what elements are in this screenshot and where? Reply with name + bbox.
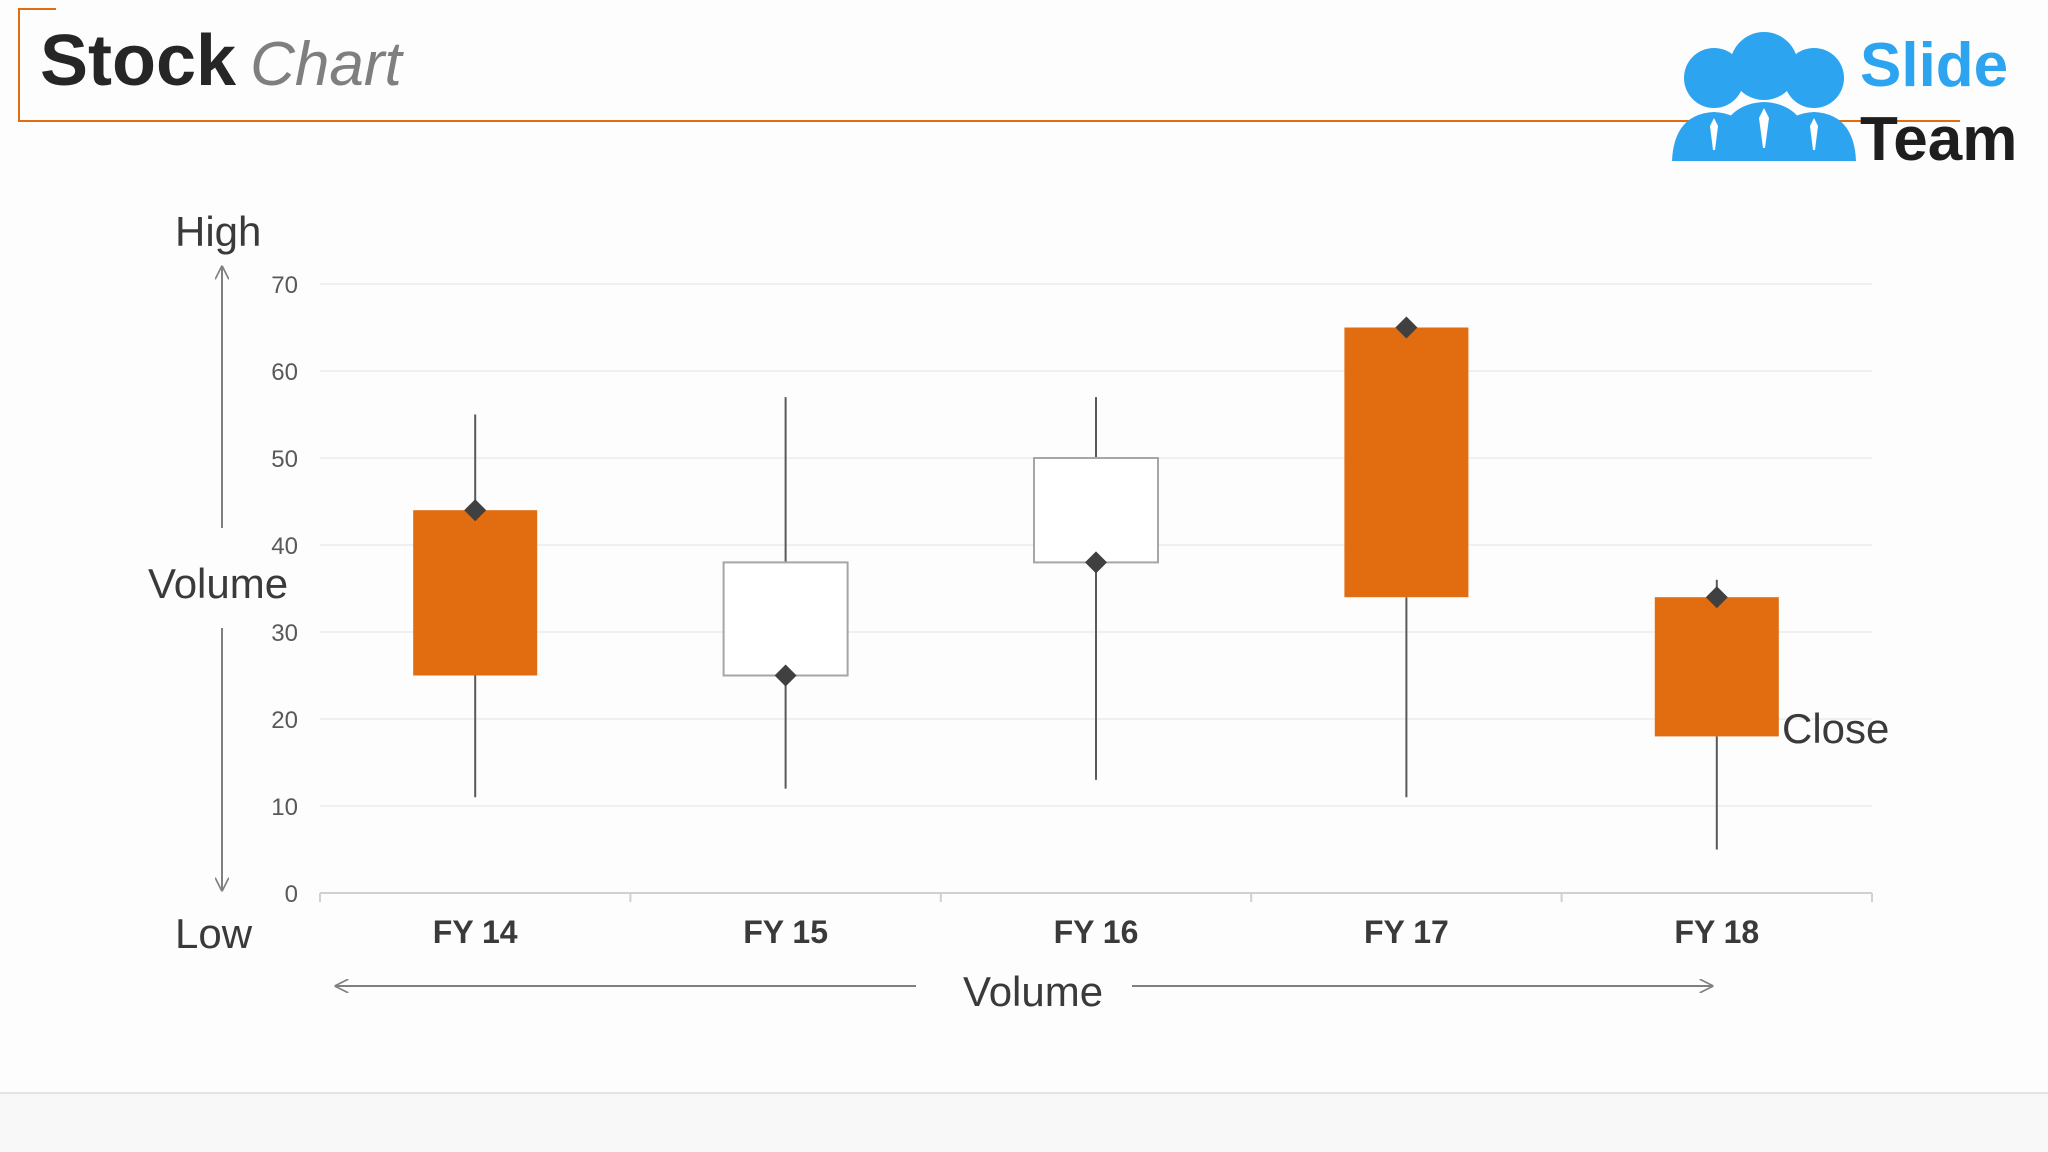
title-bold: Stock [40, 21, 237, 101]
footer-divider [0, 1092, 2048, 1094]
candle-body [722, 561, 849, 677]
logo-text-team: Team [1860, 105, 2018, 174]
y-tick-label: 30 [271, 620, 298, 647]
title-light: Chart [250, 30, 402, 99]
close-marker [1705, 586, 1728, 609]
y-tick-label: 20 [271, 707, 298, 734]
label-volume-vertical: Volume [148, 560, 289, 607]
x-tick-label: FY 14 [433, 914, 518, 950]
title-bracket [18, 8, 1960, 122]
candle-body [1033, 457, 1159, 564]
label-high: High [175, 208, 262, 255]
x-tick-label: FY 17 [1364, 914, 1449, 950]
page-title: Stock Chart [40, 16, 402, 110]
x-tick-label: FY 18 [1674, 914, 1759, 950]
candle-body [413, 510, 538, 676]
label-low: Low [175, 910, 253, 957]
label-volume-horizontal: Volume [963, 968, 1104, 1015]
annotation-arrows [222, 267, 1712, 986]
candles [413, 316, 1779, 850]
candle-body [1654, 597, 1779, 737]
y-tick-label: 70 [271, 272, 298, 299]
candle-body [1344, 327, 1469, 598]
close-marker [1395, 316, 1418, 339]
y-tick-label: 10 [271, 794, 298, 821]
close-marker [1085, 551, 1107, 574]
axes: 0 10 20 30 40 50 60 70 FY 14 FY 15 FY 16 FY 17 FY 18 [271, 272, 1873, 950]
y-tick-label: 60 [271, 359, 298, 386]
x-tick-label: FY 15 [743, 914, 828, 950]
y-tick-label: 0 [285, 881, 298, 908]
x-tick-label: FY 16 [1054, 914, 1139, 950]
close-marker [774, 664, 797, 687]
y-tick-label: 50 [271, 446, 298, 473]
footer-band [0, 1094, 2048, 1152]
label-close: Close [1782, 705, 1890, 752]
y-tick-label: 40 [271, 533, 298, 560]
slideteam-logo-icon [1672, 32, 1856, 161]
close-marker [464, 499, 487, 522]
logo-text-slide: Slide [1860, 31, 2009, 100]
